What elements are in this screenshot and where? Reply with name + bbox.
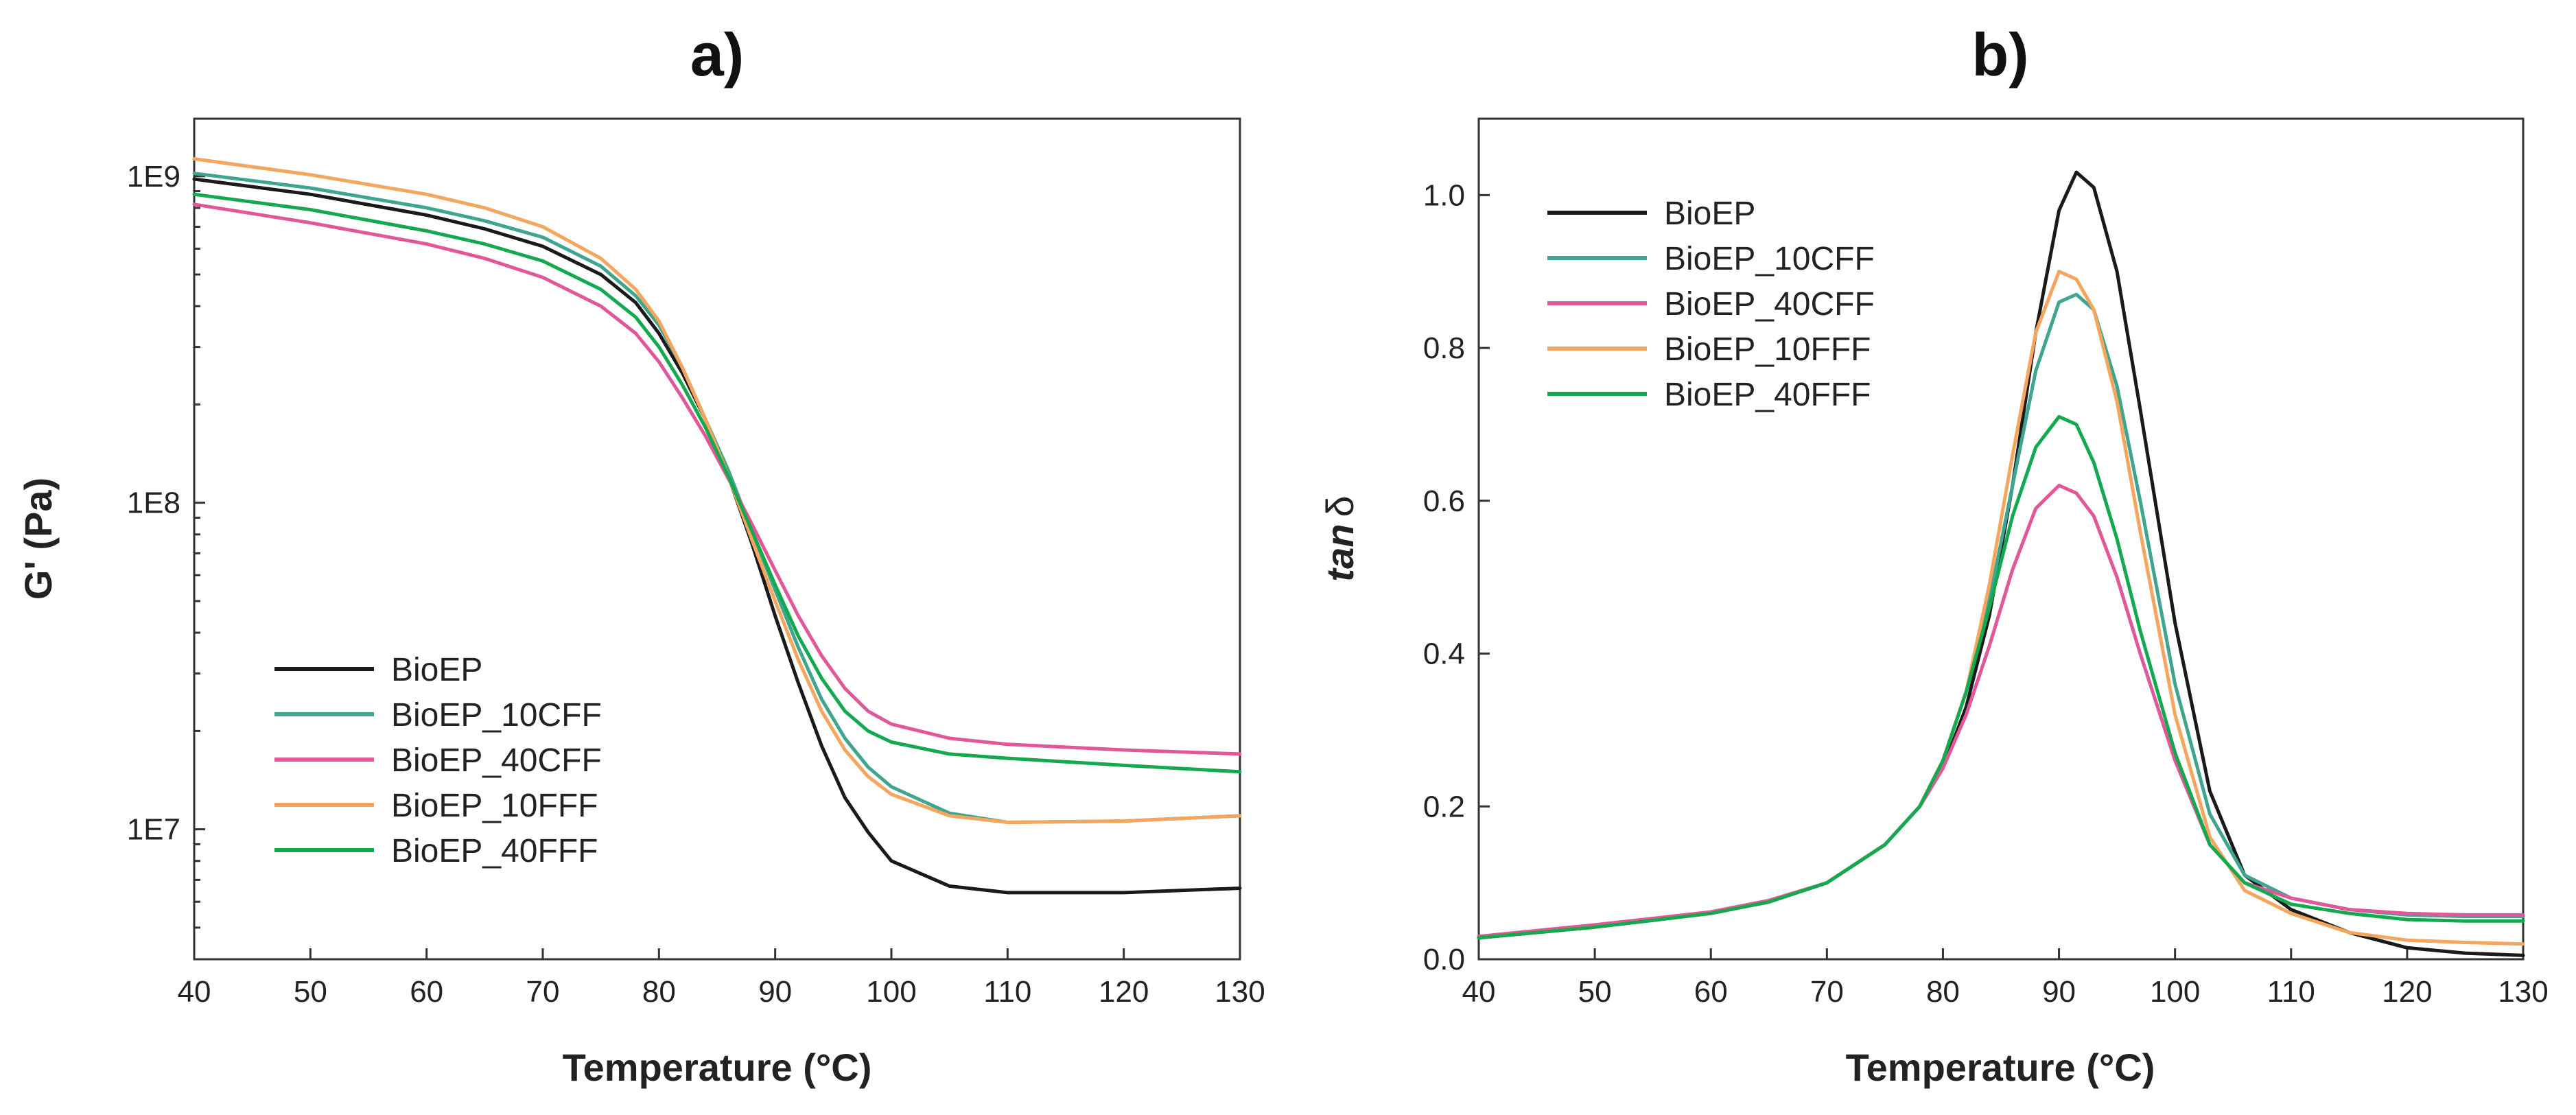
panel-b-legend-label-bioep-10cff: BioEP_10CFF bbox=[1664, 241, 1875, 277]
panel-a-y-axis-title: G' (Pa) bbox=[16, 478, 60, 600]
panel-a-x-tick-label: 110 bbox=[983, 975, 1031, 1009]
panel-b-chart: b) 40 50 60 70 80 90 100 110 120 130 0.0 0.2 0.4 0.6 0… bbox=[1318, 21, 2549, 1089]
panel-a-legend-label-bioep-10cff: BioEP_10CFF bbox=[391, 697, 602, 733]
panel-b-x-tick-label: 120 bbox=[2382, 975, 2432, 1009]
panel-b-legend-label-bioep: BioEP bbox=[1664, 196, 1755, 232]
panel-a-series-bioep bbox=[192, 177, 1242, 895]
panel-b-x-tick-label: 70 bbox=[1810, 975, 1844, 1009]
panel-b-y-axis-title-symbol: δ bbox=[1318, 495, 1361, 517]
panel-b-y-tick-label: 0.8 bbox=[1423, 331, 1465, 365]
panel-a-x-axis-title: Temperature (°C) bbox=[563, 1046, 872, 1089]
panel-a-x-tick-label: 70 bbox=[526, 975, 560, 1009]
panel-b-y-tick-label: 0.6 bbox=[1423, 484, 1465, 518]
panel-a-y-tick-label: 1E9 bbox=[127, 160, 180, 193]
panel-a-legend-label-bioep-10fff: BioEP_10FFF bbox=[391, 788, 598, 824]
panel-b-legend: BioEP BioEP_10CFF BioEP_40CFF BioEP_10FFF Bi… bbox=[1547, 196, 1875, 413]
panel-a-chart: a) 40 50 60 70 80 90 100 110 120 130 1E7 1E8 1E9 Tem… bbox=[16, 21, 1265, 1089]
panel-a-x-tick-label: 100 bbox=[866, 975, 916, 1009]
panel-a-series-bioep-10fff bbox=[192, 157, 1242, 824]
panel-b-y-tick-label: 0.0 bbox=[1423, 943, 1465, 976]
panel-b-x-tick-label: 50 bbox=[1578, 975, 1612, 1009]
panel-b-legend-label-bioep-10fff: BioEP_10FFF bbox=[1664, 331, 1871, 368]
panel-b-x-tick-label: 100 bbox=[2150, 975, 2200, 1009]
panel-a-x-tick-label: 90 bbox=[758, 975, 792, 1009]
panel-a-legend-label-bioep-40fff: BioEP_40FFF bbox=[391, 833, 598, 869]
panel-a-x-tick-label: 130 bbox=[1215, 975, 1265, 1009]
panel-a-ticks: 40 50 60 70 80 90 100 110 120 130 1E7 1E8 1E9 bbox=[127, 160, 1265, 1009]
panel-b-x-axis-title: Temperature (°C) bbox=[1846, 1046, 2155, 1089]
panel-a-x-tick-label: 50 bbox=[294, 975, 327, 1009]
panel-b-x-tick-label: 80 bbox=[1926, 975, 1960, 1009]
panel-b-y-tick-label: 1.0 bbox=[1423, 178, 1465, 212]
panel-b-ticks: 40 50 60 70 80 90 100 110 120 130 0.0 0.2 0.4 0.6 0.8 1… bbox=[1423, 178, 2549, 1009]
panel-a-y-tick-label: 1E7 bbox=[127, 813, 180, 847]
panel-b-series bbox=[1477, 170, 2525, 957]
panel-a-legend-label-bioep: BioEP bbox=[391, 652, 482, 688]
panel-b-label: b) bbox=[1971, 21, 2028, 89]
panel-a-x-tick-label: 40 bbox=[178, 975, 211, 1009]
panel-a-x-tick-label: 120 bbox=[1099, 975, 1149, 1009]
panel-a-x-tick-label: 60 bbox=[410, 975, 443, 1009]
panel-b-x-tick-label: 60 bbox=[1694, 975, 1728, 1009]
panel-b-y-axis-title: tan δ bbox=[1318, 495, 1361, 581]
panel-a-x-tick-label: 80 bbox=[642, 975, 676, 1009]
panel-b-x-tick-label: 130 bbox=[2498, 975, 2548, 1009]
panel-a-label: a) bbox=[690, 21, 744, 89]
panel-a-series-bioep-40cff bbox=[192, 202, 1242, 756]
panel-a-legend-label-bioep-40cff: BioEP_40CFF bbox=[391, 742, 602, 779]
panel-b-x-tick-label: 110 bbox=[2267, 975, 2315, 1009]
panel-a-legend: BioEP BioEP_10CFF BioEP_40CFF BioEP_10FFF Bi… bbox=[274, 652, 602, 869]
panel-b-plot-frame bbox=[1477, 117, 2525, 961]
panel-b-y-tick-label: 0.2 bbox=[1423, 790, 1465, 823]
panel-b-x-tick-label: 40 bbox=[1462, 975, 1496, 1009]
panel-a-series bbox=[192, 157, 1242, 895]
panel-a-series-bioep-40fff bbox=[192, 192, 1242, 774]
panel-b-series-bioep-10cff bbox=[1477, 292, 2525, 940]
panel-b-x-tick-label: 90 bbox=[2042, 975, 2076, 1009]
panel-a-plot-frame bbox=[193, 117, 1241, 961]
panel-b-y-tick-label: 0.4 bbox=[1423, 637, 1465, 671]
panel-a-y-tick-label: 1E8 bbox=[127, 486, 180, 520]
panel-b-series-bioep-40fff bbox=[1477, 414, 2525, 940]
panel-a-series-bioep-10cff bbox=[192, 172, 1242, 824]
panel-b-legend-label-bioep-40fff: BioEP_40FFF bbox=[1664, 377, 1871, 413]
panel-b-legend-label-bioep-40cff: BioEP_40CFF bbox=[1664, 286, 1875, 322]
panel-b-y-axis-title-main: tan bbox=[1318, 524, 1361, 582]
